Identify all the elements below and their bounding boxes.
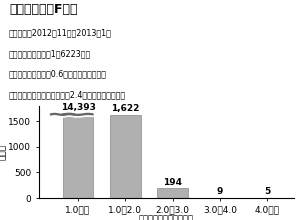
Text: 5: 5 — [264, 187, 270, 196]
Y-axis label: （人）: （人） — [0, 144, 7, 160]
Text: 対象：中学生以下（1万6223人）: 対象：中学生以下（1万6223人） — [9, 49, 91, 58]
Bar — [110, 115, 141, 198]
X-axis label: （ミリシーベルト／年）: （ミリシーベルト／年） — [139, 215, 194, 220]
Text: 194: 194 — [163, 178, 182, 187]
Bar — [63, 113, 93, 198]
Text: 個人線量（平均）：0.6ミリシーベルト／年: 個人線量（平均）：0.6ミリシーベルト／年 — [9, 70, 107, 79]
Text: 測定期間：2012年11月～2013年1月: 測定期間：2012年11月～2013年1月 — [9, 29, 112, 38]
Text: 1,622: 1,622 — [111, 104, 140, 114]
Bar — [157, 188, 188, 198]
Text: （参考）空間線量（平均）：2.4ミリシーベルト／年: （参考）空間線量（平均）：2.4ミリシーベルト／年 — [9, 90, 126, 99]
Text: 14,393: 14,393 — [61, 103, 95, 112]
Text: 9: 9 — [217, 187, 223, 196]
Text: 福島県中通りF地域: 福島県中通りF地域 — [9, 3, 77, 16]
